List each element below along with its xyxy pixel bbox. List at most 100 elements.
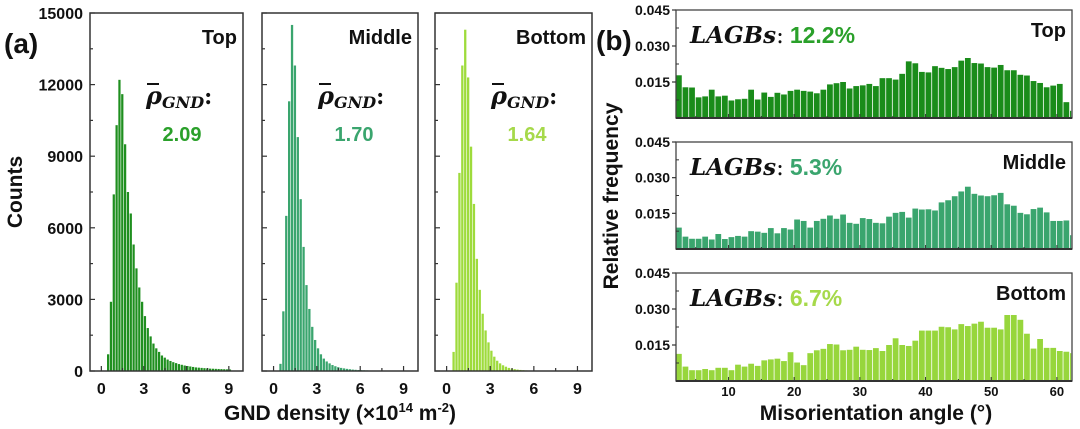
histogram-bar (1043, 212, 1050, 249)
histogram-bar (991, 67, 997, 118)
x-tick-label: 6 (356, 381, 365, 398)
histogram-bar (741, 366, 748, 381)
histogram-bar (846, 222, 853, 249)
histogram-bar (781, 361, 787, 381)
histogram-bar (912, 340, 919, 381)
x-tick-label: 60 (1050, 384, 1064, 399)
histogram-bar (169, 360, 172, 371)
histogram-bar (1037, 82, 1043, 118)
histogram-bar (1024, 333, 1030, 381)
histogram-bar (177, 364, 181, 371)
lagbs-colon: : (776, 155, 784, 181)
histogram-bar (135, 268, 138, 371)
histogram-bar (1004, 70, 1011, 118)
subplot-title: Top (202, 27, 237, 49)
histogram-bar (209, 368, 212, 371)
histogram-bar (152, 343, 155, 371)
histogram-bar (342, 368, 346, 371)
histogram-bar (1017, 319, 1024, 381)
histogram-bar (1056, 351, 1063, 381)
histogram-bar (951, 196, 958, 249)
histogram-bar (708, 370, 715, 381)
x-tick-label: 0 (97, 381, 106, 398)
histogram-bar (708, 89, 715, 118)
histogram-bar (160, 355, 164, 371)
lagbs-label: LAGBs (689, 285, 776, 312)
histogram-bar (288, 101, 291, 371)
histogram-bar (112, 194, 115, 371)
histogram-bar (728, 370, 735, 381)
histogram-bar (774, 358, 781, 381)
histogram-bar (1037, 207, 1043, 249)
histogram-bar (892, 79, 899, 118)
histogram-bar (866, 83, 873, 118)
histogram-bar (741, 98, 748, 118)
histogram-bar (787, 229, 794, 249)
histogram-bar (892, 212, 899, 249)
histogram-bar (899, 211, 906, 249)
mean-value: 1.64 (508, 124, 548, 146)
histogram-bar (461, 65, 464, 372)
histogram-bar (186, 365, 189, 371)
histogram-bar (978, 63, 984, 118)
rho-subscript: GND (162, 93, 204, 112)
histogram-bar (879, 351, 886, 381)
histogram-bar (807, 91, 814, 118)
histogram-bar (305, 285, 308, 371)
histogram-bar (466, 77, 470, 371)
histogram-bar (166, 359, 169, 371)
histogram-bar (781, 94, 787, 118)
lagbs-label: LAGBs (689, 22, 776, 49)
histogram-bar (715, 96, 722, 118)
histogram-bar (794, 219, 800, 249)
x-tick-label: 3 (312, 381, 321, 398)
histogram-bar (1004, 315, 1011, 381)
subplot-title: Bottom (516, 27, 586, 49)
histogram-bar (859, 218, 866, 249)
histogram-bar (296, 137, 299, 371)
histogram-bar (172, 362, 175, 371)
histogram-bar (827, 344, 833, 381)
histogram-bar (715, 234, 722, 249)
lagbs-annotation: LAGBs: 5.3% (689, 154, 842, 181)
histogram-bar (189, 366, 192, 371)
histogram-bar (322, 358, 325, 371)
panel-a-xlabel: GND density (×1014 m-2) (224, 400, 456, 425)
histogram-bar (886, 78, 892, 118)
histogram-bar (1070, 110, 1072, 118)
histogram-bar (978, 195, 984, 249)
panel-a-label: (a) (4, 28, 38, 59)
x-tick-label: 6 (182, 381, 191, 398)
histogram-bar (715, 367, 722, 381)
histogram-bar (971, 323, 978, 381)
histogram-bar (925, 72, 932, 118)
lagbs-annotation: LAGBs: 12.2% (689, 22, 855, 49)
histogram-bar (840, 214, 846, 249)
histogram-bar (702, 369, 709, 381)
histogram-bar (721, 367, 728, 381)
histogram-bar (997, 192, 1004, 249)
histogram-bar (794, 89, 800, 118)
histogram-bar (293, 65, 297, 372)
histogram-bar (302, 246, 305, 371)
histogram-bar (774, 233, 781, 249)
y-tick-label: 0.015 (635, 205, 670, 221)
panel-a-ylabel: Counts (4, 156, 27, 228)
misorientation-top: 0.015 0.030 0.045 Top LAGBs: 12.2% (635, 2, 1073, 119)
histogram-bar (721, 239, 728, 249)
histogram-bar (754, 99, 761, 118)
rho-symbol: ρ (317, 81, 335, 110)
histogram-bar (886, 345, 892, 381)
histogram-bar (689, 87, 695, 118)
histogram-bar (314, 339, 317, 371)
histogram-bar (138, 287, 141, 371)
histogram-bar (721, 95, 728, 118)
histogram-bar (945, 69, 952, 118)
histogram-bar (475, 258, 479, 371)
histogram-bar (807, 353, 814, 381)
histogram-bar (846, 88, 853, 118)
histogram-bar (1050, 85, 1057, 118)
